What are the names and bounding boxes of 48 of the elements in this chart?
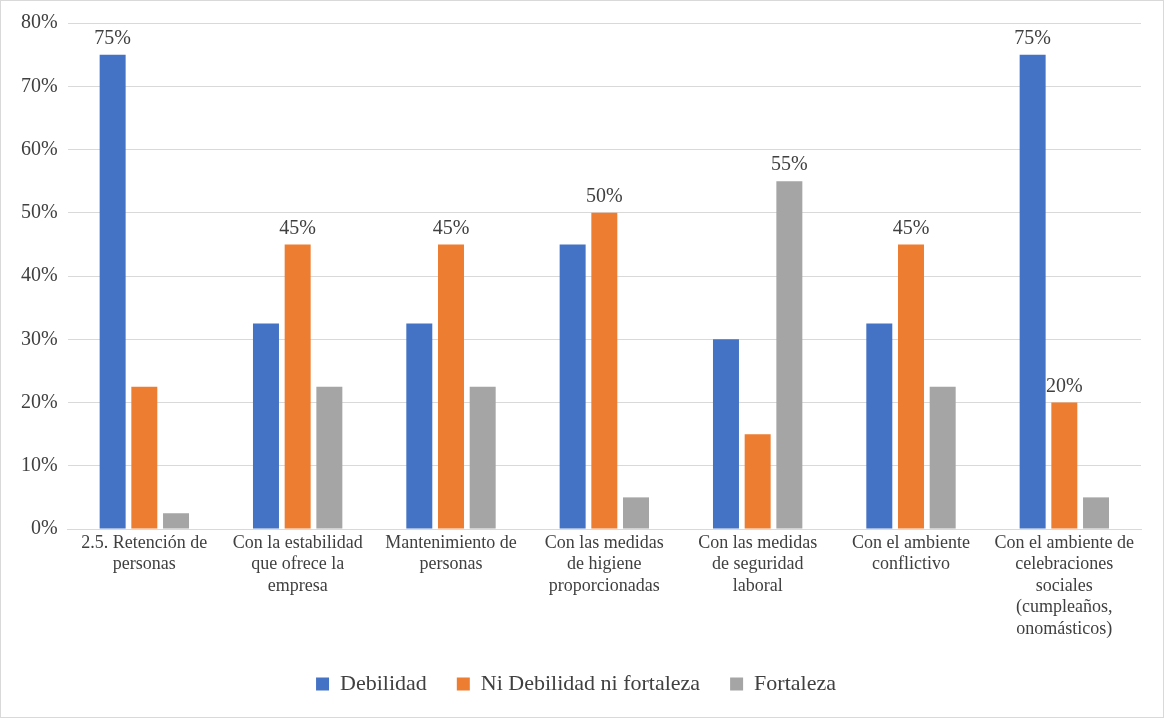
bar bbox=[591, 212, 618, 529]
x-tick-label: 2.5. Retención de personas bbox=[81, 531, 208, 574]
y-tick-label: 40% bbox=[20, 263, 58, 286]
x-tick-label: Con el ambiente de celebraciones sociales (cumpleaños, onomásticos) bbox=[994, 531, 1135, 639]
bar bbox=[284, 244, 311, 529]
x-tick-label: Con las medidas de seguridad laboral bbox=[698, 531, 818, 595]
x-tick-label: Con las medidas de higiene proporcionadas bbox=[544, 531, 664, 595]
data-label: 45% bbox=[892, 215, 930, 238]
y-tick-label: 70% bbox=[20, 73, 58, 96]
bar bbox=[252, 323, 279, 529]
data-label: 50% bbox=[585, 184, 623, 206]
legend-label: Ni Debilidad ni fortaleza bbox=[480, 669, 701, 695]
bar bbox=[623, 497, 650, 529]
y-tick-label: 50% bbox=[20, 200, 58, 222]
bar bbox=[898, 244, 924, 529]
y-tick-label: 60% bbox=[20, 136, 58, 159]
y-tick-label: 80% bbox=[20, 10, 58, 33]
bar bbox=[406, 323, 433, 529]
y-tick-label: 0% bbox=[30, 516, 58, 539]
data-label: 45% bbox=[432, 215, 470, 238]
legend-label: Debilidad bbox=[340, 669, 427, 695]
bar bbox=[469, 386, 496, 529]
bar bbox=[99, 54, 126, 529]
x-tick-label: Mantenimiento de personas bbox=[385, 531, 517, 574]
data-label: 75% bbox=[94, 25, 131, 48]
x-tick-label: Con el ambiente conflictivo bbox=[852, 531, 970, 574]
bar bbox=[163, 513, 190, 529]
bar bbox=[1019, 54, 1046, 529]
y-tick-label: 10% bbox=[20, 453, 58, 475]
bar bbox=[1083, 497, 1110, 529]
bar bbox=[866, 323, 893, 529]
bar bbox=[438, 244, 464, 529]
y-tick-label: 20% bbox=[20, 389, 58, 412]
y-tick-label: 30% bbox=[20, 326, 58, 349]
bar bbox=[776, 181, 803, 529]
bar bbox=[929, 386, 956, 529]
legend-label: Fortaleza bbox=[754, 669, 837, 695]
data-label: 75% bbox=[1014, 25, 1051, 48]
bar bbox=[744, 434, 771, 529]
bar bbox=[1051, 402, 1078, 529]
data-label: 45% bbox=[279, 215, 316, 238]
bar bbox=[559, 244, 586, 529]
bar bbox=[131, 386, 158, 529]
bar bbox=[712, 339, 739, 529]
x-tick-label: Con la estabilidad que ofrece la empresa bbox=[232, 531, 363, 595]
bar bbox=[316, 386, 343, 529]
data-label: 55% bbox=[771, 152, 808, 175]
data-label: 20% bbox=[1046, 373, 1083, 396]
